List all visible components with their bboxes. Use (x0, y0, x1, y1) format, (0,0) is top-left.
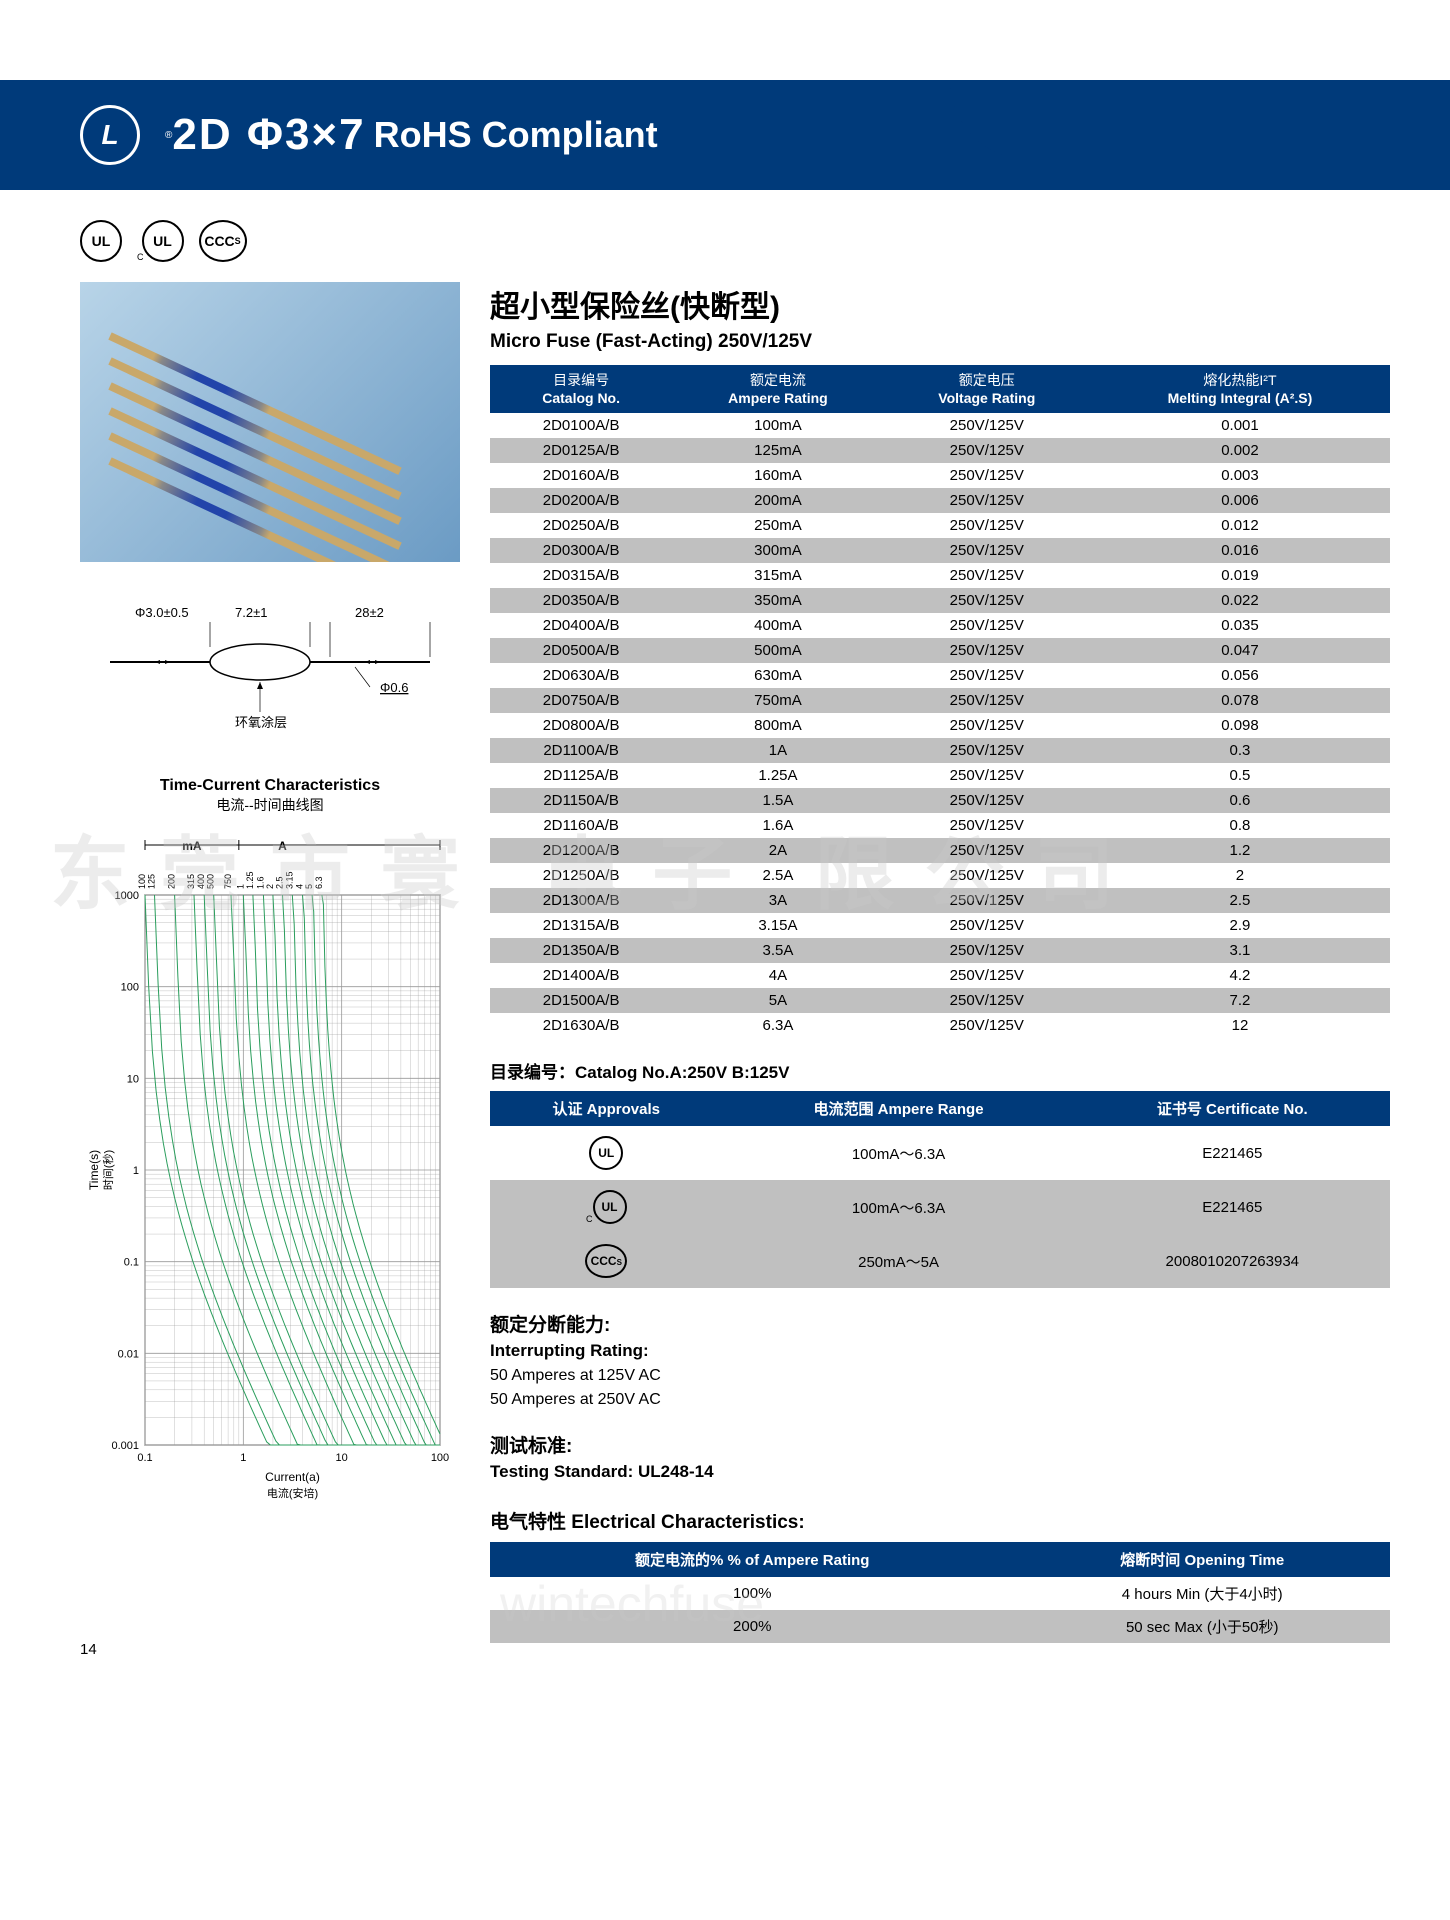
svg-text:1000: 1000 (115, 890, 139, 902)
page-title-sub: RoHS Compliant (374, 114, 658, 156)
table-row: CCCS250mA～5A2008010207263934 (490, 1234, 1390, 1288)
chart-title: Time-Current Characteristics (80, 777, 460, 795)
svg-text:400: 400 (196, 874, 206, 889)
electrical-title: 电气特性 Electrical Characteristics: (490, 1507, 1390, 1534)
table-row: 2D0125A/B125mA250V/125V0.002 (490, 438, 1390, 463)
svg-text:4: 4 (295, 884, 305, 889)
dim-body: 7.2±1 (235, 605, 267, 620)
table-row: 2D0315A/B315mA250V/125V0.019 (490, 563, 1390, 588)
table-row: 2D0750A/B750mA250V/125V0.078 (490, 688, 1390, 713)
svg-text:0.01: 0.01 (118, 1348, 139, 1360)
svg-text:125: 125 (147, 874, 157, 889)
catalog-note: 目录编号：Catalog No.A:250V B:125V (490, 1058, 1390, 1083)
svg-text:1.6: 1.6 (255, 876, 265, 889)
approvals-table: 认证 Approvals 电流范围 Ampere Range 证书号 Certi… (490, 1091, 1390, 1288)
logo-letter: L (101, 119, 118, 151)
table-row: 2D0100A/B100mA250V/125V0.001 (490, 413, 1390, 438)
certification-row: UL CUL CCCS (80, 220, 1390, 262)
table-row: 2D1350A/B3.5A250V/125V3.1 (490, 938, 1390, 963)
registered-mark: ® (165, 130, 172, 141)
testing-title-cn: 测试标准: (490, 1431, 1390, 1458)
svg-text:100: 100 (121, 982, 139, 994)
table-row: 200%50 sec Max (小于50秒) (490, 1610, 1390, 1643)
svg-text:750: 750 (223, 874, 233, 889)
table-row: 2D1500A/B5A250V/125V7.2 (490, 988, 1390, 1013)
section-title-en: Micro Fuse (Fast-Acting) 250V/125V (490, 331, 1390, 353)
svg-text:Current(a): Current(a) (265, 1470, 320, 1484)
interrupting-line1: 50 Amperes at 125V AC (490, 1367, 1390, 1385)
table-row: UL100mA～6.3AE221465 (490, 1126, 1390, 1180)
time-current-chart: 0.0010.010.111010010000.1110100100125200… (80, 825, 460, 1505)
table-row: 2D1200A/B2A250V/125V1.2 (490, 838, 1390, 863)
svg-text:315: 315 (186, 874, 196, 889)
table-row: 2D0350A/B350mA250V/125V0.022 (490, 588, 1390, 613)
svg-text:2: 2 (265, 884, 275, 889)
svg-text:200: 200 (167, 874, 177, 889)
spec-table: 目录编号Catalog No. 额定电流Ampere Rating 额定电压Vo… (490, 365, 1390, 1038)
interrupting-title-cn: 额定分断能力: (490, 1310, 1390, 1337)
interrupting-line2: 50 Amperes at 250V AC (490, 1391, 1390, 1409)
cul-icon: UL (142, 220, 184, 262)
svg-text:Time(s): Time(s) (87, 1150, 101, 1190)
chart-subtitle: 电流--时间曲线图 (80, 795, 460, 815)
svg-text:0.1: 0.1 (124, 1257, 139, 1269)
electrical-table: 额定电流的% % of Ampere Rating 熔断时间 Opening T… (490, 1542, 1390, 1643)
table-row: 2D1400A/B4A250V/125V4.2 (490, 963, 1390, 988)
dim-wire: Φ0.6 (380, 680, 408, 695)
table-row: 2D0250A/B250mA250V/125V0.012 (490, 513, 1390, 538)
dim-dia: Φ3.0±0.5 (135, 605, 189, 620)
table-row: 2D0200A/B200mA250V/125V0.006 (490, 488, 1390, 513)
ul-icon: UL (80, 220, 122, 262)
svg-text:时间(秒): 时间(秒) (101, 1150, 115, 1190)
table-row: 2D1250A/B2.5A250V/125V2 (490, 863, 1390, 888)
page-number: 14 (80, 1641, 97, 1658)
table-row: 2D1100A/B1A250V/125V0.3 (490, 738, 1390, 763)
table-row: 2D1125A/B1.25A250V/125V0.5 (490, 763, 1390, 788)
svg-text:5: 5 (304, 884, 314, 889)
svg-text:100: 100 (431, 1452, 449, 1464)
table-row: 100%4 hours Min (大于4小时) (490, 1577, 1390, 1610)
dim-coating: 环氧涂层 (235, 715, 287, 730)
table-row: 2D1630A/B6.3A250V/125V12 (490, 1013, 1390, 1038)
svg-text:1.25: 1.25 (245, 871, 255, 889)
svg-text:2.5: 2.5 (274, 876, 284, 889)
testing-title-en: Testing Standard: UL248-14 (490, 1462, 1390, 1482)
table-row: 2D1300A/B3A250V/125V2.5 (490, 888, 1390, 913)
dimension-drawing: Φ3.0±0.5 7.2±1 28±2 Φ0.6 (80, 592, 460, 742)
dim-lead: 28±2 (355, 605, 384, 620)
interrupting-title-en: Interrupting Rating: (490, 1341, 1390, 1361)
svg-text:100: 100 (137, 874, 147, 889)
svg-text:0.001: 0.001 (111, 1440, 139, 1452)
table-row: 2D1315A/B3.15A250V/125V2.9 (490, 913, 1390, 938)
table-row: 2D1160A/B1.6A250V/125V0.8 (490, 813, 1390, 838)
header-corner (950, 80, 1450, 160)
table-row: 2D0400A/B400mA250V/125V0.035 (490, 613, 1390, 638)
svg-text:1: 1 (133, 1165, 139, 1177)
table-row: 2D0500A/B500mA250V/125V0.047 (490, 638, 1390, 663)
ccc-icon: CCCS (199, 220, 247, 262)
brand-logo: L (80, 105, 140, 165)
table-row: 2D0160A/B160mA250V/125V0.003 (490, 463, 1390, 488)
product-photo (80, 282, 460, 562)
svg-text:1: 1 (240, 1452, 246, 1464)
svg-text:10: 10 (127, 1073, 139, 1085)
svg-text:0.1: 0.1 (137, 1452, 152, 1464)
svg-text:3.15: 3.15 (284, 871, 294, 889)
svg-text:A: A (278, 839, 287, 853)
page-title-main: 2D Φ3×7 (172, 110, 365, 160)
svg-text:1: 1 (235, 884, 245, 889)
table-row: 2D0800A/B800mA250V/125V0.098 (490, 713, 1390, 738)
table-row: CUL100mA～6.3AE221465 (490, 1180, 1390, 1234)
svg-text:mA: mA (182, 839, 202, 853)
table-row: 2D0630A/B630mA250V/125V0.056 (490, 663, 1390, 688)
svg-text:6.3: 6.3 (314, 876, 324, 889)
table-row: 2D0300A/B300mA250V/125V0.016 (490, 538, 1390, 563)
section-title-cn: 超小型保险丝(快断型) (490, 282, 1390, 326)
table-row: 2D1150A/B1.5A250V/125V0.6 (490, 788, 1390, 813)
svg-text:500: 500 (206, 874, 216, 889)
svg-text:电流(安培): 电流(安培) (267, 1486, 318, 1500)
svg-text:10: 10 (336, 1452, 348, 1464)
